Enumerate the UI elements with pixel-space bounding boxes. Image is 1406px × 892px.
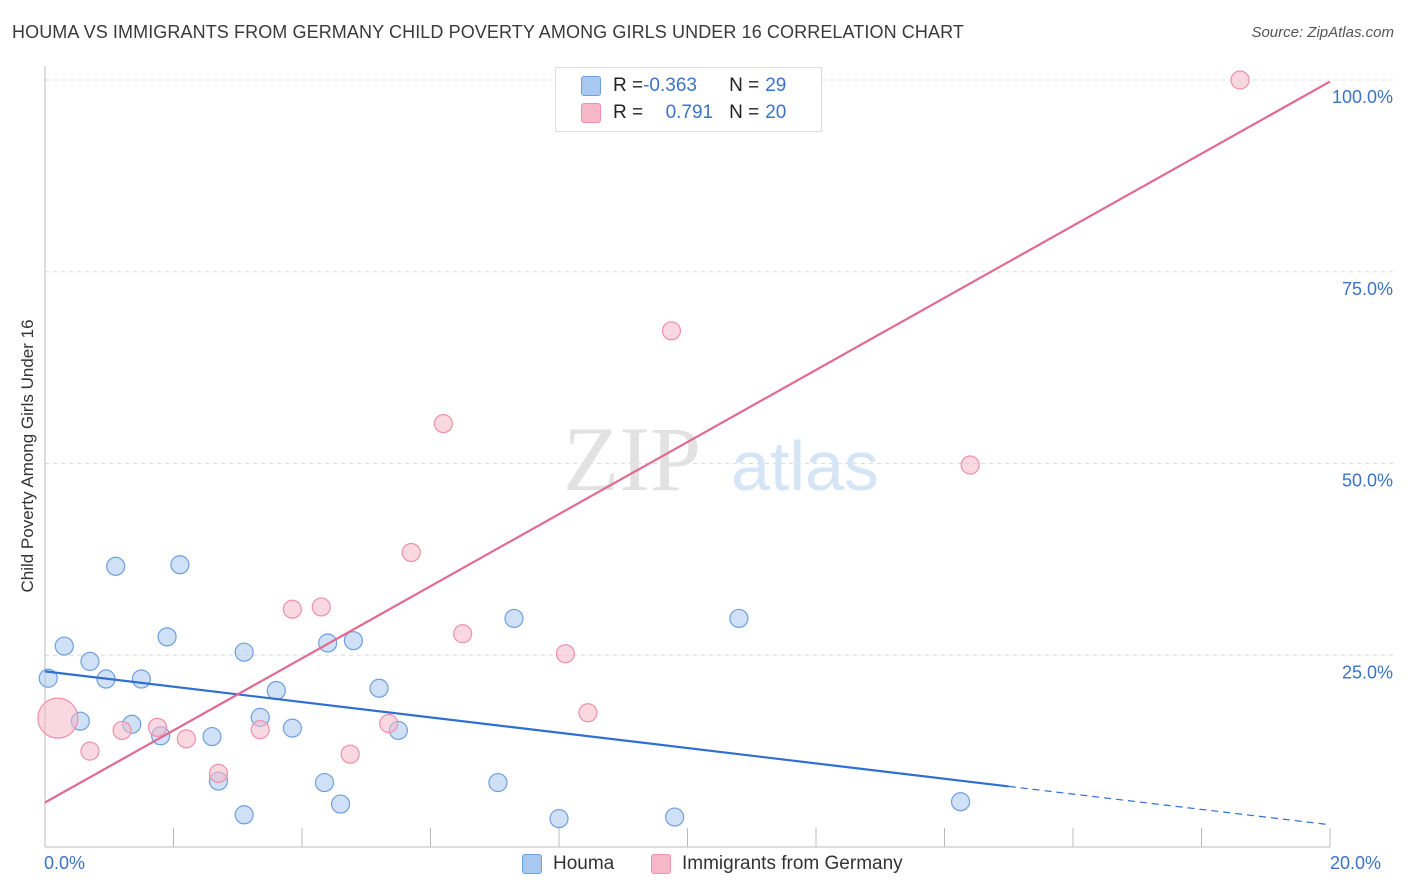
houma-point [157, 627, 177, 647]
houma-point [330, 794, 351, 814]
legend-n-value: 29 [765, 75, 787, 96]
y-tick-label: 25.0% [1342, 662, 1393, 682]
germany-point [379, 713, 399, 734]
watermark-atlas: atlas [731, 427, 879, 505]
germany-trend-line [44, 80, 1331, 804]
germany-point [176, 729, 196, 749]
houma-point [131, 669, 151, 689]
germany-point [311, 597, 331, 617]
y-axis-label: Child Poverty Among Girls Under 16 [18, 319, 37, 593]
y-tick-labels: 25.0% 50.0% 75.0% 100.0% [1332, 87, 1393, 682]
houma-trend-line [44, 670, 1009, 788]
germany-point [401, 542, 421, 563]
germany-point [147, 717, 168, 737]
legend-n-label: N = [729, 102, 760, 123]
houma-point [106, 556, 126, 576]
germany-point [578, 703, 598, 723]
germany-point [282, 599, 302, 619]
houma-point [665, 807, 685, 827]
legend-label-germany: Immigrants from Germany [682, 853, 903, 874]
gridlines [45, 79, 1395, 656]
x-tick-label-min: 0.0% [44, 853, 86, 873]
houma-point [282, 718, 302, 738]
data-points [37, 68, 1250, 829]
houma-point [488, 772, 508, 793]
legend-item-germany[interactable]: Immigrants from Germany [651, 853, 903, 875]
watermark: ZIP atlas [563, 408, 879, 510]
legend-r-value: 0.791 [665, 102, 714, 123]
germany-point [208, 763, 229, 783]
germany-point [960, 455, 980, 475]
houma-trend-extension [1008, 785, 1331, 826]
legend-r-label: R = [613, 102, 644, 123]
y-tick-label: 50.0% [1342, 471, 1393, 491]
houma-point [170, 555, 190, 575]
germany-point [555, 644, 576, 664]
legend-swatch-germany [581, 103, 601, 123]
germany-point [453, 624, 473, 644]
houma-point [54, 636, 74, 656]
legend-row-houma: R = -0.363 N = 29 [581, 74, 786, 98]
germany-point [80, 741, 100, 761]
houma-point [266, 680, 286, 701]
germany-point [37, 697, 79, 739]
houma-point [234, 642, 254, 662]
legend-n-label: N = [729, 75, 760, 96]
houma-point [504, 608, 524, 629]
germany-point [340, 744, 360, 764]
watermark-zip: ZIP [563, 408, 701, 510]
houma-point [549, 809, 569, 829]
houma-point [234, 805, 254, 825]
correlation-legend: R = -0.363 N = 29 R = 0.791 N = 20 [555, 67, 822, 132]
houma-point [343, 631, 363, 651]
germany-point [250, 720, 270, 740]
houma-point [38, 668, 58, 688]
legend-swatch-houma [522, 854, 542, 874]
germany-point [1230, 70, 1250, 90]
houma-point [729, 608, 749, 629]
houma-point [950, 792, 971, 812]
y-tick-label: 75.0% [1342, 279, 1393, 299]
legend-item-houma[interactable]: Houma [522, 853, 614, 875]
x-tick-label-max: 20.0% [1330, 853, 1382, 873]
legend-row-germany: R = 0.791 N = 20 [581, 101, 786, 125]
germany-point [433, 414, 453, 434]
houma-point [202, 726, 222, 747]
legend-r-label: R = [613, 75, 644, 96]
legend-n-value: 20 [765, 102, 787, 123]
germany-point [661, 321, 682, 341]
legend-swatch-houma [581, 76, 601, 96]
houma-point [314, 772, 335, 793]
y-tick-label: 100.0% [1332, 87, 1393, 107]
germany-point [112, 720, 132, 741]
chart-title: HOUMA VS IMMIGRANTS FROM GERMANY CHILD P… [12, 22, 964, 42]
series-legend: Houma Immigrants from Germany [0, 851, 1406, 879]
legend-swatch-germany [651, 854, 671, 874]
trend-lines [44, 80, 1331, 826]
legend-label-houma: Houma [553, 853, 615, 874]
source-label: Source: ZipAtlas.com [1251, 24, 1394, 41]
legend-r-value: -0.363 [643, 75, 697, 96]
houma-point [80, 651, 100, 671]
houma-point [369, 678, 389, 698]
